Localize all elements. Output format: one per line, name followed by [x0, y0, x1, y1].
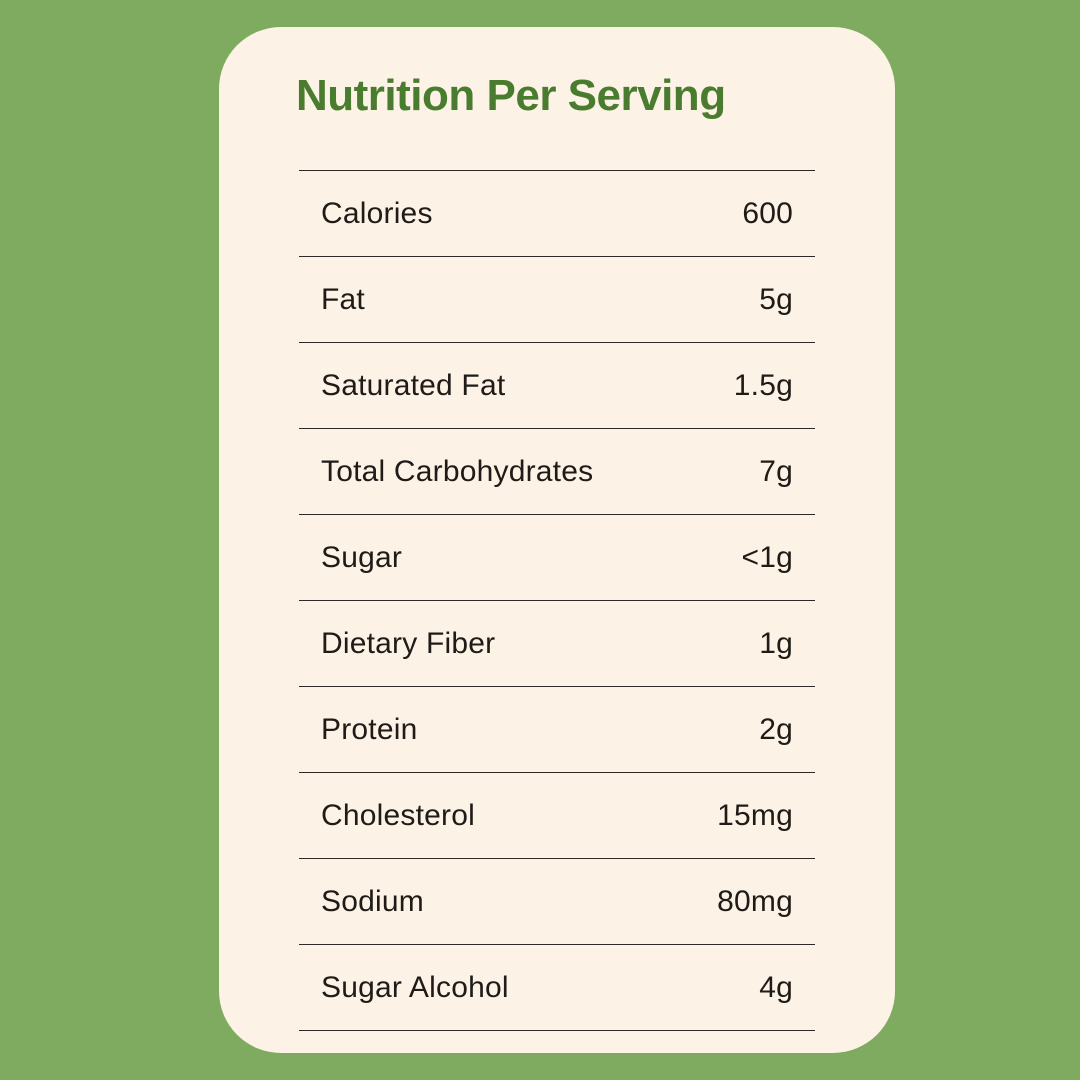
- nutrient-label: Sugar Alcohol: [321, 970, 509, 1004]
- nutrition-table: Calories 600 Fat 5g Saturated Fat 1.5g T…: [299, 170, 815, 1031]
- nutrient-label: Sodium: [321, 884, 424, 918]
- nutrient-value: 5g: [759, 282, 793, 316]
- nutrient-label: Saturated Fat: [321, 368, 506, 402]
- nutrient-value: 1.5g: [733, 368, 793, 402]
- nutrient-value: 15mg: [717, 798, 793, 832]
- nutrient-label: Fat: [321, 282, 365, 316]
- nutrient-value: 80mg: [717, 884, 793, 918]
- card-title: Nutrition Per Serving: [296, 71, 726, 120]
- table-row: Dietary Fiber 1g: [299, 600, 815, 686]
- table-row: Calories 600: [299, 170, 815, 256]
- table-row: Cholesterol 15mg: [299, 772, 815, 858]
- table-row: Sugar Alcohol 4g: [299, 944, 815, 1030]
- nutrient-value: 2g: [759, 712, 793, 746]
- nutrient-label: Sugar: [321, 540, 403, 574]
- nutrient-value: 7g: [759, 454, 793, 488]
- nutrient-label: Dietary Fiber: [321, 626, 496, 660]
- table-row: Total Carbohydrates 7g: [299, 428, 815, 514]
- table-row: Sodium 80mg: [299, 858, 815, 944]
- nutrient-value: 600: [742, 196, 793, 230]
- nutrient-value: <1g: [741, 540, 793, 574]
- table-row: Protein 2g: [299, 686, 815, 772]
- nutrition-card: Nutrition Per Serving Calories 600 Fat 5…: [219, 27, 895, 1053]
- nutrient-label: Protein: [321, 712, 418, 746]
- table-row: Saturated Fat 1.5g: [299, 342, 815, 428]
- nutrient-label: Calories: [321, 196, 433, 230]
- nutrient-value: 1g: [759, 626, 793, 660]
- table-row: Fat 5g: [299, 256, 815, 342]
- nutrient-label: Total Carbohydrates: [321, 454, 594, 488]
- nutrient-label: Cholesterol: [321, 798, 475, 832]
- table-row: Sugar <1g: [299, 514, 815, 600]
- nutrient-value: 4g: [759, 970, 793, 1004]
